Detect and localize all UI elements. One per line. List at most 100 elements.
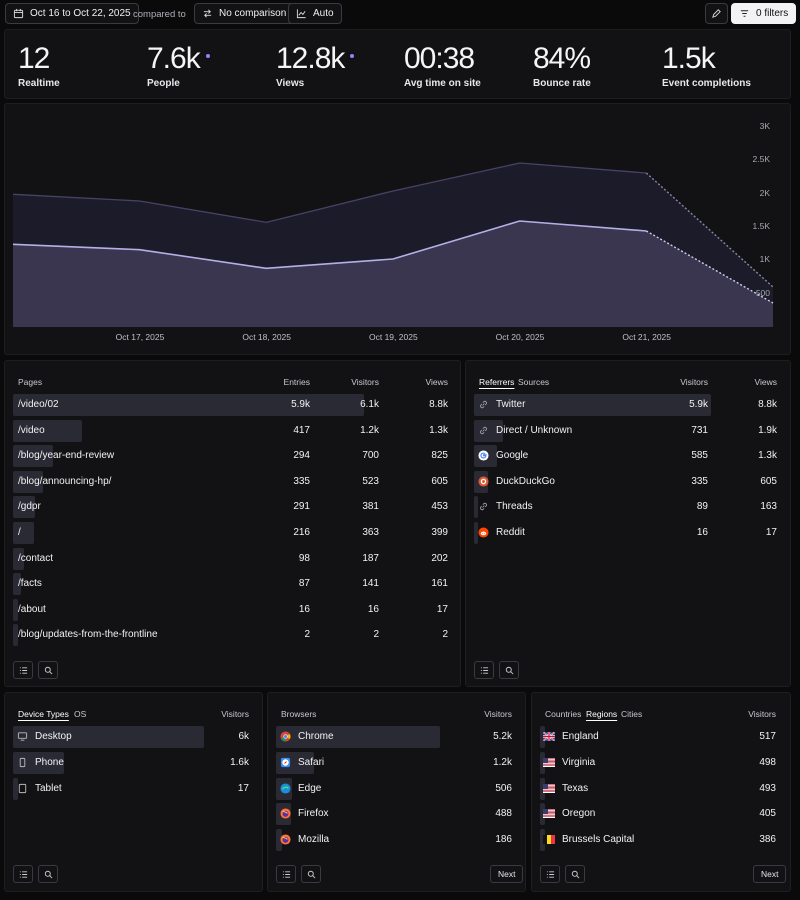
list-item[interactable]: Texas 493 <box>540 777 780 800</box>
list-item[interactable]: Phone 1.6k <box>13 751 253 774</box>
list-item[interactable]: Brussels Capital 386 <box>540 829 780 852</box>
devices-visitors-header[interactable]: Visitors <box>221 709 249 719</box>
page-path[interactable]: / <box>18 527 21 538</box>
devices-name[interactable]: Phone <box>35 756 64 768</box>
referrer-name[interactable]: DuckDuckGo <box>496 475 555 487</box>
stat-people[interactable]: 7.6k People <box>147 42 210 89</box>
next-page-button[interactable]: Next <box>753 865 787 883</box>
next-page-button[interactable]: Next <box>490 865 524 883</box>
page-path[interactable]: /blog/year-end-review <box>18 450 115 462</box>
expand-list-button[interactable] <box>13 865 33 883</box>
table-row[interactable]: /video 417 1.2k 1.3k <box>13 419 449 442</box>
table-row[interactable]: /about 16 16 17 <box>13 598 449 621</box>
tab-countries[interactable]: Countries <box>545 709 582 719</box>
stat-event-completions[interactable]: 1.5k Event completions <box>662 42 751 89</box>
stat-views[interactable]: 12.8k Views <box>276 42 355 89</box>
search-button[interactable] <box>38 661 58 679</box>
table-row[interactable]: Reddit 16 17 <box>474 522 779 544</box>
browsers-name[interactable]: Chrome <box>298 731 334 742</box>
browsers-name[interactable]: Mozilla <box>298 834 330 846</box>
regions-visitors-header[interactable]: Visitors <box>748 709 776 719</box>
x-tick-label: Oct 17, 2025 <box>115 332 165 342</box>
tab-cities[interactable]: Cities <box>621 709 643 719</box>
list-item[interactable]: Desktop 6k <box>13 726 253 748</box>
browsers-visitors-header[interactable]: Visitors <box>484 709 512 719</box>
page-visitors: 16 <box>367 603 379 615</box>
tab-sources[interactable]: Sources <box>518 377 550 387</box>
regions-name[interactable]: Texas <box>562 782 589 794</box>
page-path[interactable]: /contact <box>18 552 54 564</box>
date-range-button[interactable]: Oct 16 to Oct 22, 2025 <box>5 3 139 24</box>
regions-name[interactable]: Brussels Capital <box>562 834 635 846</box>
regions-name[interactable]: Oregon <box>562 808 596 820</box>
page-path[interactable]: /blog/updates-from-the-frontline <box>18 629 158 641</box>
page-path[interactable]: /about <box>18 603 46 615</box>
tab-device-types[interactable]: Device Types <box>18 709 69 719</box>
page-path[interactable]: /video <box>18 424 45 436</box>
table-row[interactable]: Google 585 1.3k <box>474 445 779 468</box>
browsers-name[interactable]: Safari <box>298 756 325 768</box>
edit-button[interactable] <box>705 3 728 24</box>
referrer-name[interactable]: Direct / Unknown <box>496 424 573 436</box>
referrers-views-header[interactable]: Views <box>754 377 777 387</box>
granularity-button[interactable]: Auto <box>288 3 342 24</box>
search-button[interactable] <box>38 865 58 883</box>
referrer-name[interactable]: Threads <box>496 501 533 513</box>
list-item[interactable]: Oregon 405 <box>540 803 780 826</box>
search-button[interactable] <box>301 865 321 883</box>
tab-os[interactable]: OS <box>74 709 87 719</box>
list-item[interactable]: Mozilla 186 <box>276 829 516 852</box>
referrer-name[interactable]: Reddit <box>496 527 525 538</box>
expand-list-button[interactable] <box>474 661 494 679</box>
table-row[interactable]: /facts 87 141 161 <box>13 573 449 596</box>
browsers-name[interactable]: Edge <box>298 782 322 794</box>
expand-list-button[interactable] <box>540 865 560 883</box>
table-row[interactable]: DuckDuckGo 335 605 <box>474 470 779 493</box>
pages-entries-header[interactable]: Entries <box>283 377 310 387</box>
search-button[interactable] <box>499 661 519 679</box>
table-row[interactable]: /blog/updates-from-the-frontline 2 2 2 <box>13 624 449 647</box>
table-row[interactable]: /blog/announcing-hp/335 523 605 <box>13 470 449 493</box>
list-item[interactable]: Edge 506 <box>276 777 516 800</box>
page-path[interactable]: /facts <box>18 578 42 590</box>
page-path[interactable]: /video/02 <box>18 399 59 410</box>
regions-name[interactable]: Virginia <box>562 756 596 768</box>
pages-visitors-header[interactable]: Visitors <box>351 377 379 387</box>
search-button[interactable] <box>565 865 585 883</box>
tab-regions[interactable]: Regions <box>586 709 618 719</box>
expand-list-button[interactable] <box>13 661 33 679</box>
stat-realtime[interactable]: 12 Realtime <box>18 42 60 89</box>
list-item[interactable]: Virginia 498 <box>540 751 780 774</box>
referrers-visitors-header[interactable]: Visitors <box>680 377 708 387</box>
devices-name[interactable]: Tablet <box>35 782 62 794</box>
table-row[interactable]: /gdpr 291 381 453 <box>13 496 449 519</box>
table-row[interactable]: /blog/year-end-review 294 700 825 <box>13 445 449 468</box>
list-item[interactable]: Tablet 17 <box>13 777 253 800</box>
safari-icon <box>280 757 291 768</box>
page-path[interactable]: /gdpr <box>18 501 41 513</box>
devices-name[interactable]: Desktop <box>35 731 72 742</box>
list-item[interactable]: Safari 1.2k <box>276 751 516 774</box>
stat-bounce-rate[interactable]: 84% Bounce rate <box>533 42 591 89</box>
browsers-name[interactable]: Firefox <box>298 808 329 820</box>
page-entries: 98 <box>298 552 310 564</box>
stat-avg-time[interactable]: 00:38 Avg time on site <box>404 42 481 89</box>
filters-button[interactable]: 0 filters <box>731 3 797 24</box>
list-item[interactable]: Firefox 488 <box>276 803 516 826</box>
table-row[interactable]: Twitter 5.9k 8.8k <box>474 394 779 416</box>
tab-referrers[interactable]: Referrers <box>479 377 515 387</box>
referrer-name[interactable]: Twitter <box>496 399 526 410</box>
page-path[interactable]: /blog/announcing-hp/ <box>18 475 112 487</box>
table-row[interactable]: /contact 98 187 202 <box>13 547 449 570</box>
pages-views-header[interactable]: Views <box>425 377 448 387</box>
list-item[interactable]: Chrome 5.2k <box>276 726 516 748</box>
referrer-name[interactable]: Google <box>496 450 529 462</box>
table-row[interactable]: Direct / Unknown 731 1.9k <box>474 419 779 442</box>
traffic-area-chart[interactable] <box>0 0 800 360</box>
table-row[interactable]: / 216 363 399 <box>13 522 449 544</box>
table-row[interactable]: Threads 89 163 <box>474 496 779 519</box>
list-item[interactable]: England 517 <box>540 726 780 748</box>
table-row[interactable]: /video/02 5.9k 6.1k 8.8k <box>13 394 449 416</box>
regions-name[interactable]: England <box>562 731 599 742</box>
expand-list-button[interactable] <box>276 865 296 883</box>
